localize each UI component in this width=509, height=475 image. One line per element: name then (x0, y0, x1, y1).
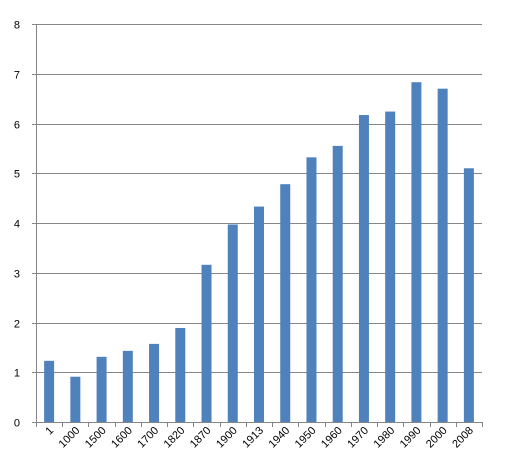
x-tick-label: 1000 (57, 425, 83, 451)
bar-1970 (358, 115, 369, 422)
y-tick-label: 5 (14, 169, 20, 181)
bar-1870 (201, 264, 212, 422)
x-tick-label: 1950 (293, 425, 319, 451)
x-tick-label: 1960 (319, 425, 345, 451)
bar-1600 (122, 350, 133, 422)
bar-1500 (96, 356, 107, 422)
y-tick-label: 7 (14, 70, 20, 82)
y-tick-label: 8 (14, 20, 20, 32)
bar-2008 (463, 168, 474, 422)
bar-2000 (437, 88, 448, 423)
bar-1000 (70, 376, 81, 422)
x-tick-label: 1940 (267, 425, 293, 451)
y-tick-label: 6 (14, 120, 20, 132)
bar-1913 (254, 206, 264, 422)
bar-series (44, 82, 474, 423)
x-tick-label: 1990 (398, 425, 424, 451)
y-tick-label: 3 (14, 269, 20, 281)
bar-1990 (411, 82, 422, 423)
bar-1700 (149, 343, 160, 422)
bar-1 (44, 360, 55, 422)
y-tick-label: 2 (14, 319, 20, 331)
x-tick-label: 2008 (450, 425, 476, 451)
x-tick-label: 1600 (109, 425, 135, 451)
bar-1960 (332, 145, 343, 422)
x-tick-label: 1900 (214, 425, 240, 451)
x-axis-tick-labels: 1 1000 1500 1600 1700 1820 1870 1900 1913 1940 195… (43, 425, 476, 451)
bar-1900 (227, 224, 238, 422)
x-tick-label: 1700 (135, 425, 161, 451)
bar-1980 (385, 111, 396, 422)
bar-1940 (280, 184, 291, 422)
axes (32, 24, 483, 427)
y-tick-label: 1 (14, 368, 20, 380)
x-tick-label: 2000 (424, 425, 450, 451)
y-tick-label: 0 (14, 418, 20, 430)
bar-1950 (306, 157, 317, 422)
bar-1820 (175, 327, 186, 422)
y-axis-tick-labels: 0 1 2 3 4 5 6 7 8 (14, 20, 20, 430)
x-tick-label: 1820 (162, 425, 188, 451)
x-tick-label: 1500 (83, 425, 109, 451)
x-tick-label: 1870 (188, 425, 214, 451)
x-tick-label: 1 (43, 425, 56, 438)
x-tick-label: 1980 (371, 425, 397, 451)
x-tick-label: 1913 (240, 425, 266, 451)
y-tick-label: 4 (14, 219, 20, 231)
x-tick-label: 1970 (345, 425, 371, 451)
